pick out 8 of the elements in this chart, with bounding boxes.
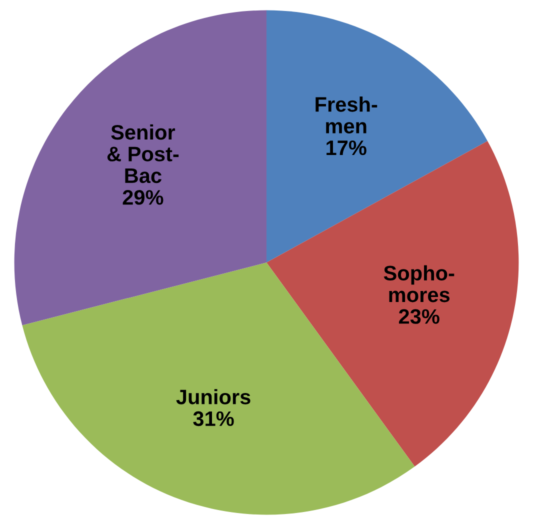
slice-label: Juniors	[176, 389, 250, 404]
data-label: 29%	[122, 190, 164, 205]
data-label: 31%	[193, 411, 234, 426]
slice-label: Senior & Post- Bac	[107, 124, 179, 184]
slice-label: Fresh- men	[316, 96, 378, 134]
slice-label: Sopho- mores	[384, 265, 454, 302]
data-label: 17%	[326, 140, 366, 156]
data-label: 23%	[398, 309, 440, 324]
